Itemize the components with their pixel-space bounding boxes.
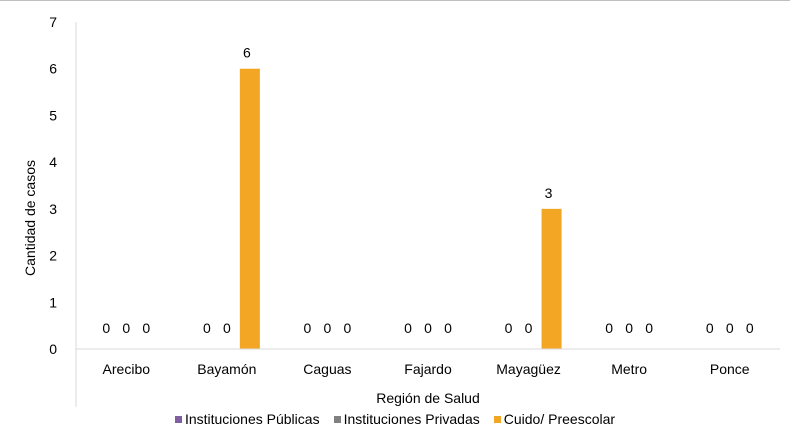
data-label: 0 — [404, 320, 412, 336]
y-tick-label: 4 — [49, 154, 57, 170]
legend-swatch — [174, 415, 182, 423]
legend-label: Instituciones Privadas — [343, 411, 480, 427]
data-label: 0 — [102, 320, 110, 336]
legend-swatch — [333, 415, 341, 423]
x-axis-categories: Arecibo Bayamón Caguas Fajardo Mayagüez Metro… — [103, 361, 750, 377]
data-label: 0 — [645, 320, 653, 336]
legend: Instituciones Públicas Instituciones Priv… — [0, 411, 790, 427]
data-label: 0 — [304, 320, 312, 336]
y-tick-label: 1 — [49, 294, 57, 310]
x-tick-label: Ponce — [710, 361, 750, 377]
y-tick-label: 3 — [49, 201, 57, 217]
data-label: 0 — [203, 320, 211, 336]
bars — [239, 68, 562, 349]
data-label: 0 — [706, 320, 714, 336]
data-label: 0 — [344, 320, 352, 336]
x-tick-label: Bayamón — [197, 361, 256, 377]
legend-label: Cuido/ Preescolar — [503, 411, 616, 427]
data-labels: 0 0 0 0 060 0 0 0 0 0 0 030 0 0 0 0 0 — [102, 45, 753, 336]
x-tick-label: Caguas — [303, 361, 351, 377]
data-label: 0 — [122, 320, 130, 336]
data-label: 0 — [223, 320, 231, 336]
legend-item: Instituciones Públicas — [174, 411, 320, 427]
data-label: 0 — [605, 320, 613, 336]
y-tick-label: 6 — [49, 61, 57, 77]
x-tick-label: Arecibo — [103, 361, 151, 377]
y-tick-label: 0 — [49, 341, 57, 357]
legend-label: Instituciones Públicas — [184, 411, 320, 427]
y-axis-ticks: 0 1 2 3 4 5 6 7 — [49, 14, 57, 357]
x-tick-label: Metro — [611, 361, 647, 377]
data-label: 0 — [424, 320, 432, 336]
y-tick-label: 2 — [49, 248, 57, 264]
data-label: 0 — [625, 320, 633, 336]
y-axis-title: Cantidad de casos — [22, 160, 38, 276]
data-label: 0 — [505, 320, 513, 336]
legend-item: Instituciones Privadas — [333, 411, 480, 427]
data-label: 0 — [746, 320, 754, 336]
x-tick-label: Fajardo — [404, 361, 452, 377]
legend-item: Cuido/ Preescolar — [493, 411, 616, 427]
y-tick-label: 5 — [49, 107, 57, 123]
bar — [239, 68, 260, 349]
data-label: 0 — [324, 320, 332, 336]
x-tick-label: Mayagüez — [496, 361, 561, 377]
data-label: 3 — [545, 185, 553, 201]
data-label: 6 — [243, 45, 251, 61]
legend-swatch — [493, 415, 501, 423]
y-tick-label: 7 — [49, 14, 57, 30]
top-border — [0, 0, 790, 1]
bar — [541, 208, 562, 349]
x-axis-title: Región de Salud — [376, 390, 480, 406]
data-label: 0 — [142, 320, 150, 336]
data-label: 0 — [444, 320, 452, 336]
data-label: 0 — [726, 320, 734, 336]
data-label: 0 — [525, 320, 533, 336]
